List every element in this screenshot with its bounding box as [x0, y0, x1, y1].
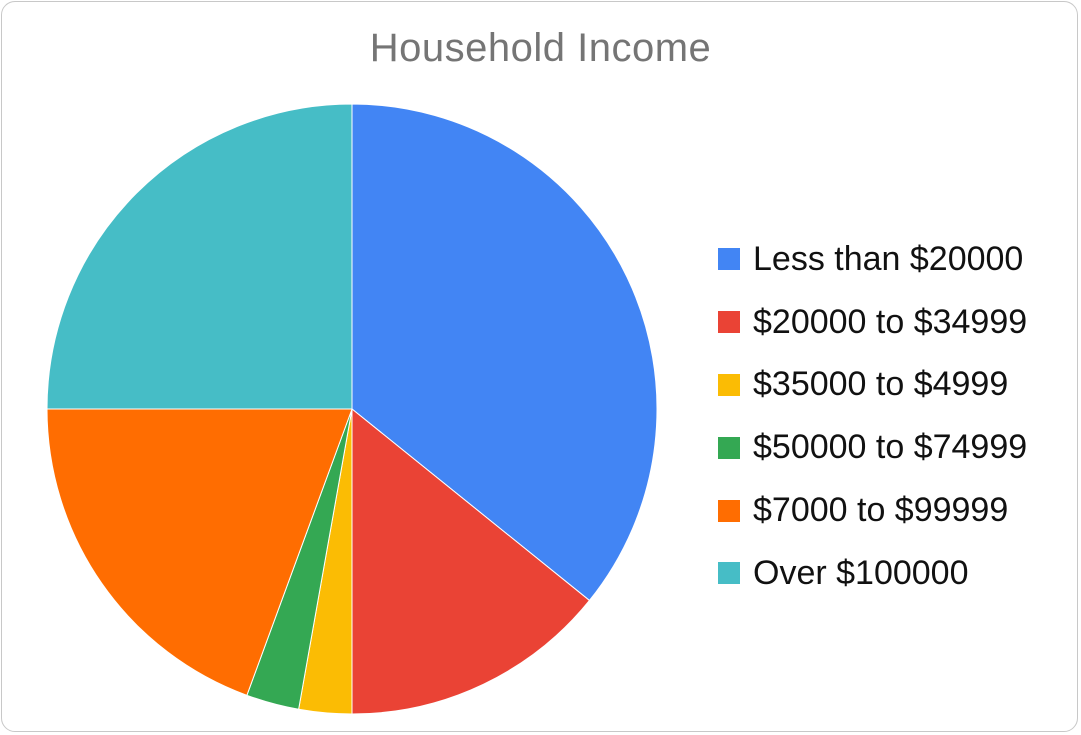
legend-item: $35000 to $4999 — [718, 354, 1078, 417]
legend-item: $50000 to $74999 — [718, 416, 1078, 479]
pie-slice-6 — [46, 103, 353, 410]
legend-swatch — [718, 248, 740, 271]
pie-slice-5 — [46, 408, 353, 696]
legend-label: Over $100000 — [753, 553, 969, 592]
legend-label: $7000 to $99999 — [753, 491, 1009, 530]
legend-item: Less than $20000 — [718, 228, 1078, 291]
chart-legend: Less than $20000 $20000 to $34999 $35000 t… — [718, 228, 1078, 605]
pie-slice-1 — [351, 103, 658, 602]
legend-swatch — [718, 436, 740, 459]
legend-label: Less than $20000 — [753, 239, 1024, 278]
legend-label: $35000 to $4999 — [753, 365, 1009, 404]
legend-item: Over $100000 — [718, 542, 1078, 605]
legend-label: $50000 to $74999 — [753, 428, 1028, 467]
legend-item: $20000 to $34999 — [718, 291, 1078, 354]
legend-label: $20000 to $34999 — [753, 302, 1028, 341]
chart-title: Household Income — [369, 26, 712, 70]
legend-swatch — [718, 562, 740, 585]
legend-swatch — [718, 499, 740, 522]
pie-slice-2 — [351, 407, 591, 715]
legend-swatch — [718, 373, 740, 396]
legend-swatch — [718, 311, 740, 334]
legend-item: $7000 to $99999 — [718, 479, 1078, 542]
